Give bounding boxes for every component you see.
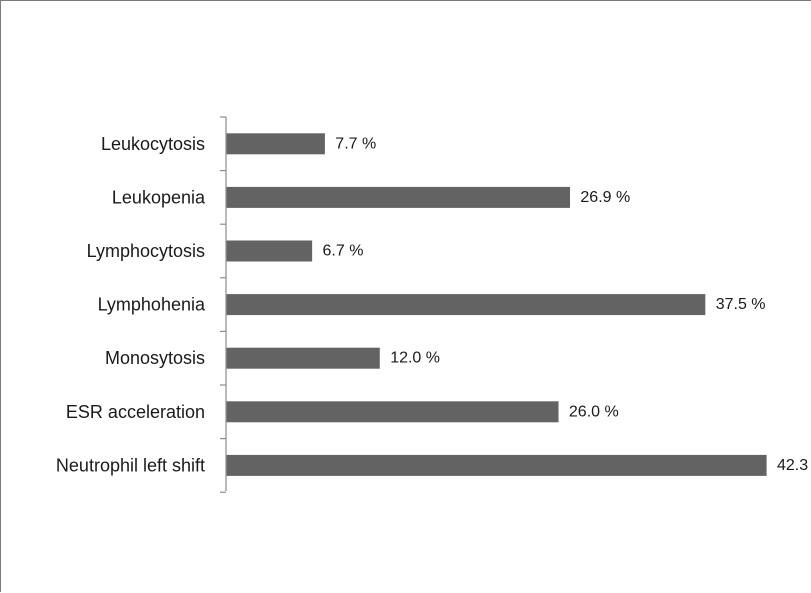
category-label: Lymphocytosis <box>87 241 205 261</box>
bar <box>226 186 571 208</box>
category-label: Leukocytosis <box>101 134 205 154</box>
data-label: 12.0 % <box>390 350 440 367</box>
data-label: 42.3 % <box>777 457 811 474</box>
axis-layer <box>220 116 227 493</box>
bar <box>226 454 767 476</box>
category-label: ESR acceleration <box>66 402 205 422</box>
bar <box>226 294 706 316</box>
bar <box>226 347 380 369</box>
bar <box>226 133 325 155</box>
data-label: 26.9 % <box>580 189 630 206</box>
category-label: Neutrophil left shift <box>56 455 205 475</box>
bar <box>226 401 559 423</box>
category-label: Lymphohenia <box>98 295 206 315</box>
category-label: Leukopenia <box>112 187 206 207</box>
bar <box>226 240 313 262</box>
data-label: 6.7 % <box>323 243 364 260</box>
label-layer: Leukocytosis 7.7 % Leukopenia 26.9 % Lymphoc… <box>56 134 811 476</box>
category-label: Monosytosis <box>105 348 205 368</box>
data-label: 26.0 % <box>569 403 619 420</box>
data-label: 37.5 % <box>716 296 766 313</box>
data-label: 7.7 % <box>335 135 376 152</box>
bar-layer <box>226 133 767 476</box>
